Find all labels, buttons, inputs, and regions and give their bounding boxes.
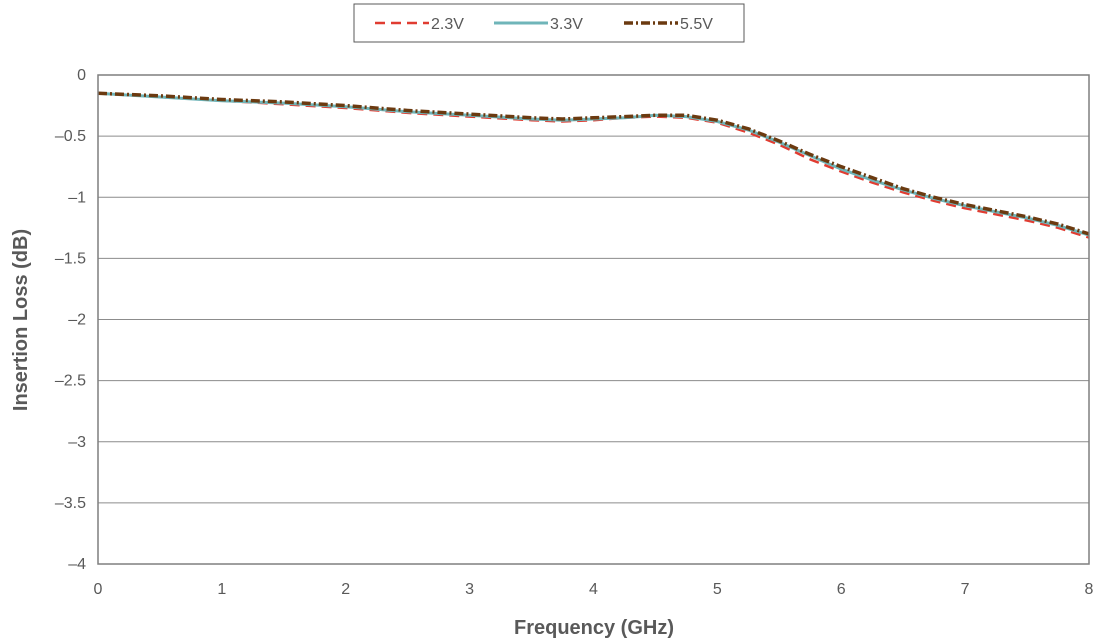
y-tick-label: 0 — [77, 67, 86, 84]
plot-area-border — [97, 74, 1090, 565]
x-tick-label: 6 — [837, 581, 846, 598]
y-tick-label: –3 — [68, 434, 86, 451]
y-tick-label: –2.5 — [55, 373, 86, 390]
legend: 2.3V 3.3V 5.5V — [353, 3, 745, 43]
y-tick-label: –0.5 — [55, 128, 86, 145]
y-tick-labels: 0 –0.5 –1 –1.5 –2 –2.5 –3 –3.5 –4 — [55, 67, 86, 573]
series-line-5.5V — [97, 91, 1090, 236]
x-tick-label: 1 — [217, 581, 226, 598]
legend-label-3.3V: 3.3V — [550, 16, 583, 33]
series-line-3.3V — [97, 91, 1090, 237]
series-lines — [97, 91, 1090, 239]
x-tick-label: 5 — [713, 581, 722, 598]
x-tick-label: 7 — [961, 581, 970, 598]
x-tick-label: 0 — [94, 581, 103, 598]
legend-label-2.3V: 2.3V — [431, 16, 464, 33]
x-tick-label: 2 — [341, 581, 350, 598]
x-tick-labels: 0 1 2 3 4 5 6 7 8 — [94, 581, 1094, 598]
grid-lines — [98, 74, 1089, 565]
y-axis-title: Insertion Loss (dB) — [10, 229, 32, 411]
x-tick-label: 3 — [465, 581, 474, 598]
x-axis-title: Frequency (GHz) — [514, 617, 674, 639]
y-tick-label: –2 — [68, 312, 86, 329]
y-tick-label: –4 — [68, 556, 86, 573]
legend-items: 2.3V 3.3V 5.5V — [375, 16, 713, 33]
x-tick-label: 4 — [589, 581, 598, 598]
y-tick-label: –1.5 — [55, 250, 86, 267]
x-tick-label: 8 — [1085, 581, 1094, 598]
y-tick-label: –3.5 — [55, 495, 86, 512]
legend-label-5.5V: 5.5V — [680, 16, 713, 33]
legend-box — [353, 3, 745, 43]
series-line-2.3V — [97, 92, 1090, 239]
y-tick-label: –1 — [68, 189, 86, 206]
